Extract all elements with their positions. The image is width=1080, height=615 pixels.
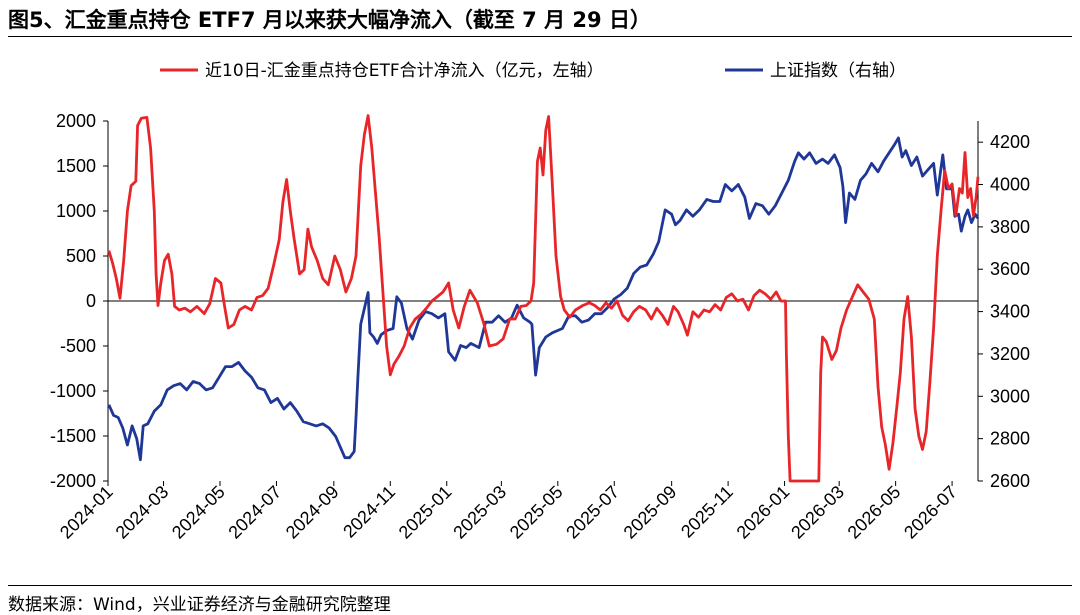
left-tick-label: 2000 [56,111,96,131]
series-layer [107,114,980,483]
left-axis-ticks: 2000 1500 1000 500 0 -500 -1000 -1500 -2000 [50,111,108,491]
source-divider [8,585,1072,586]
x-tick-label: 2025-07 [562,482,623,543]
left-tick-label: -1500 [50,426,96,446]
left-tick-label: 0 [86,291,96,311]
left-tick-label: -2000 [50,471,96,491]
x-axis-ticks: 2024-012024-032024-052024-072024-092024-… [56,481,961,543]
right-tick-label: 2800 [990,429,1030,449]
right-tick-label: 3600 [990,259,1030,279]
x-tick-label: 2025-09 [620,482,681,543]
x-tick-label: 2026-03 [787,482,848,543]
chart-title: 图5、汇金重点持仓 ETF7 月以来获大幅净流入（截至 7 月 29 日） [8,8,651,32]
legend: 近10日-汇金重点持仓ETF合计净流入（亿元，左轴） 上证指数（右轴） [160,61,906,81]
x-tick-label: 2025-05 [506,482,567,543]
left-tick-label: 1500 [56,156,96,176]
right-tick-label: 4200 [990,132,1030,152]
x-tick-label: 2024-11 [339,482,399,542]
x-tick-label: 2024-05 [168,482,229,543]
legend-label-right-series: 上证指数（右轴） [770,61,906,81]
x-tick-label: 2024-09 [282,482,343,543]
x-tick-label: 2025-03 [449,482,510,543]
x-tick-label: 2026-07 [900,482,961,543]
x-tick-label: 2025-01 [395,482,456,543]
right-axis-ticks: 4200 4000 3800 3600 3400 3200 3000 2800 2600 [978,132,1030,491]
x-tick-label: 2025-11 [677,482,737,542]
right-tick-label: 3000 [990,386,1030,406]
legend-label-left-series: 近10日-汇金重点持仓ETF合计净流入（亿元，左轴） [205,61,604,81]
series-line-etf-net-inflow [107,114,980,483]
x-tick-label: 2026-05 [844,482,905,543]
x-tick-label: 2026-01 [733,482,794,543]
line-chart: 近10日-汇金重点持仓ETF合计净流入（亿元，左轴） 上证指数（右轴） 2000… [50,61,1030,543]
left-tick-label: 500 [66,246,96,266]
right-tick-label: 4000 [990,175,1030,195]
right-tick-label: 3800 [990,217,1030,237]
title-divider [8,36,1072,37]
right-tick-label: 3200 [990,344,1030,364]
x-tick-label: 2024-07 [224,482,285,543]
left-tick-label: -1000 [50,381,96,401]
x-tick-label: 2024-03 [112,482,173,543]
left-tick-label: 1000 [56,201,96,221]
right-tick-label: 2600 [990,471,1030,491]
series-line-shanghai-index [107,136,980,462]
right-tick-label: 3400 [990,302,1030,322]
left-tick-label: -500 [60,336,96,356]
source-note: 数据来源：Wind，兴业证券经济与金融研究院整理 [8,595,391,615]
